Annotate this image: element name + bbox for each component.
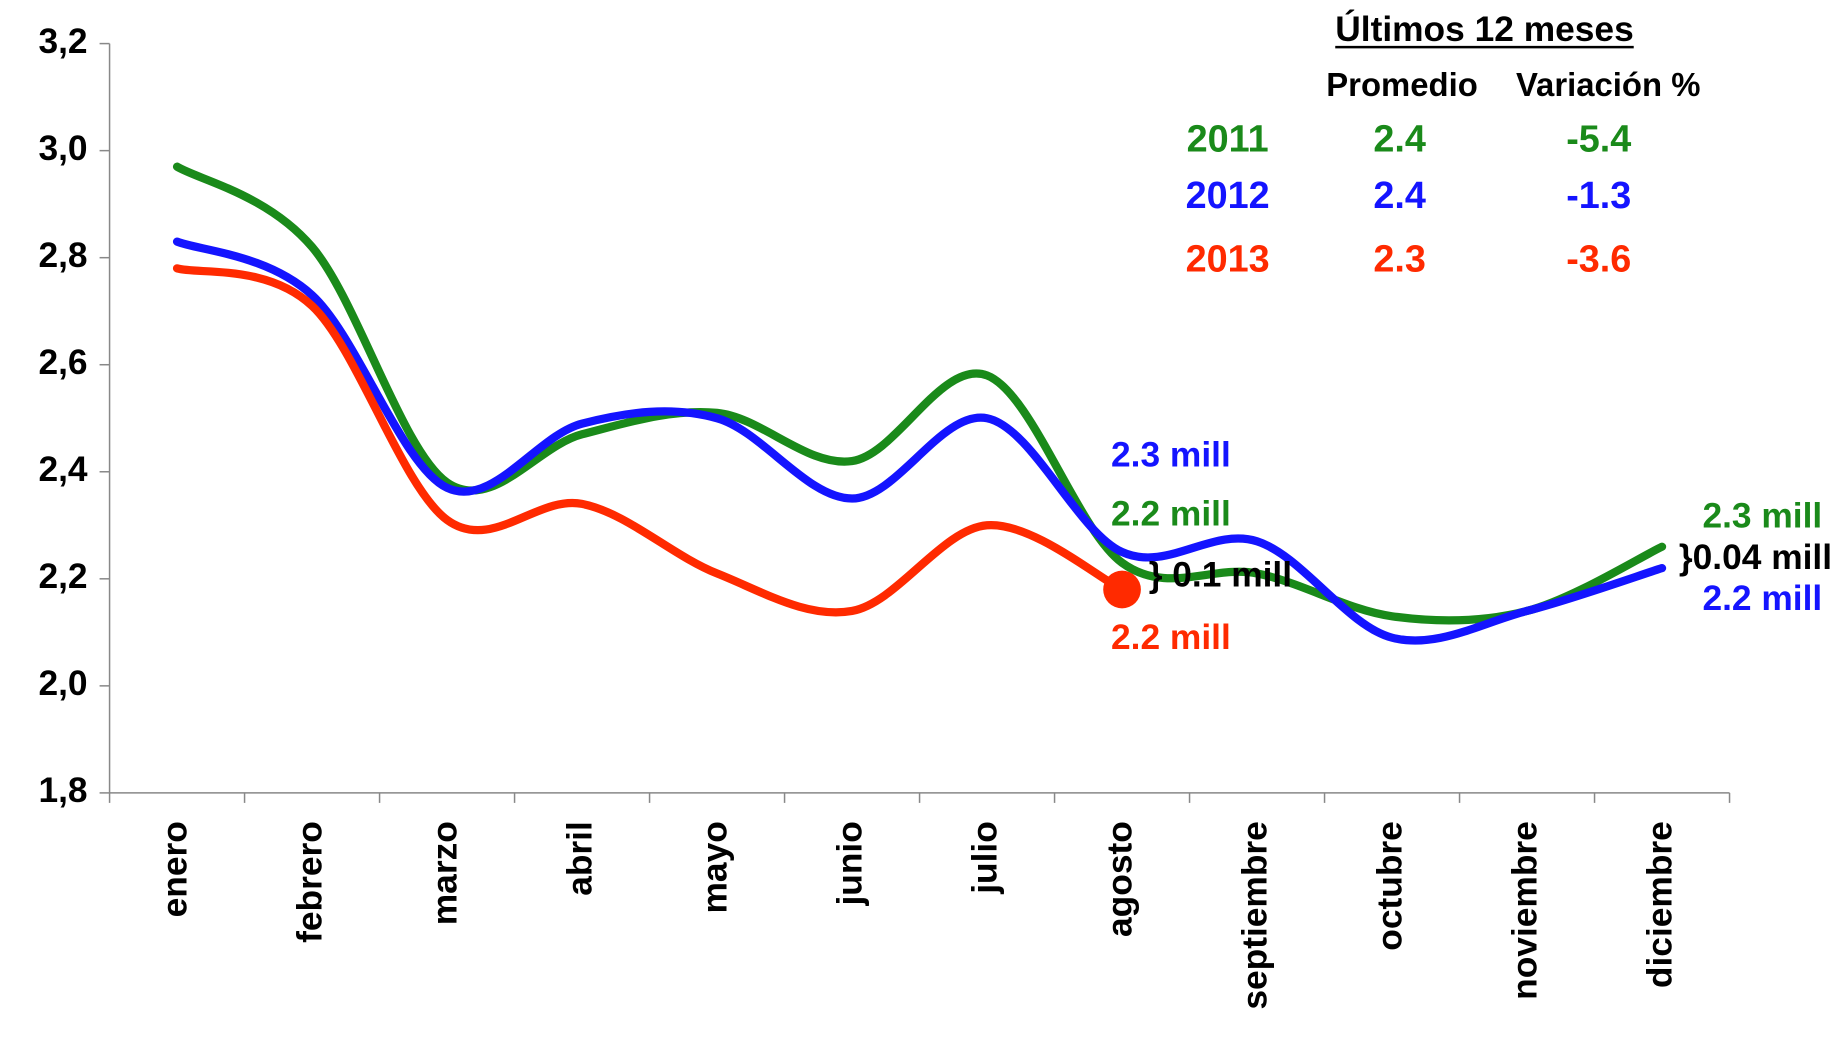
- y-tick-label: 2,4: [38, 450, 87, 489]
- x-tick-label: junio: [830, 821, 869, 906]
- x-tick-label: febrero: [290, 821, 329, 943]
- table-cell: 2.4: [1373, 175, 1426, 217]
- x-tick-label: mayo: [695, 821, 734, 913]
- table-cell: -1.3: [1566, 175, 1631, 217]
- x-tick-label: noviembre: [1505, 821, 1544, 1000]
- annotation: 2.3 mill: [1111, 435, 1231, 474]
- annotation: 2.2 mill: [1111, 494, 1231, 533]
- series-line: [172, 162, 1667, 625]
- table-header: Variación %: [1516, 66, 1700, 103]
- annotation: 2.2 mill: [1702, 579, 1822, 618]
- x-tick-label: diciembre: [1640, 821, 1679, 988]
- table-cell: -5.4: [1566, 118, 1631, 160]
- y-tick-label: 2,6: [38, 343, 87, 382]
- x-tick-label: marzo: [425, 821, 464, 925]
- series-line: [172, 237, 1667, 645]
- series-line: [172, 264, 1127, 617]
- annotation: 2.2 mill: [1111, 618, 1231, 657]
- annotation: }0.04 mill: [1679, 538, 1832, 577]
- table-cell: 2012: [1186, 175, 1270, 217]
- end-point: [1103, 570, 1141, 609]
- y-tick-label: 3,0: [38, 129, 87, 168]
- x-tick-label: octubre: [1370, 821, 1409, 951]
- table-cell: -3.6: [1566, 239, 1631, 281]
- annotation: } 0.1 mill: [1149, 556, 1292, 595]
- x-tick-label: enero: [155, 821, 194, 917]
- x-tick-label: septiembre: [1235, 821, 1274, 1010]
- table-cell: 2.4: [1373, 118, 1426, 160]
- table-header: Promedio: [1326, 66, 1478, 103]
- y-tick-label: 3,2: [38, 22, 87, 61]
- table-cell: 2011: [1187, 118, 1269, 160]
- y-tick-label: 2,2: [38, 557, 87, 596]
- x-tick-label: agosto: [1100, 821, 1139, 937]
- y-tick-label: 1,8: [38, 771, 87, 810]
- table-title: Últimos 12 meses: [1335, 9, 1633, 49]
- x-tick-label: julio: [965, 821, 1004, 895]
- y-tick-label: 2,0: [38, 664, 87, 703]
- annotation: 2.3 mill: [1702, 497, 1822, 536]
- table-cell: 2.3: [1373, 239, 1426, 281]
- table-cell: 2013: [1186, 239, 1270, 281]
- y-tick-label: 2,8: [38, 236, 87, 275]
- x-tick-label: abril: [560, 821, 599, 896]
